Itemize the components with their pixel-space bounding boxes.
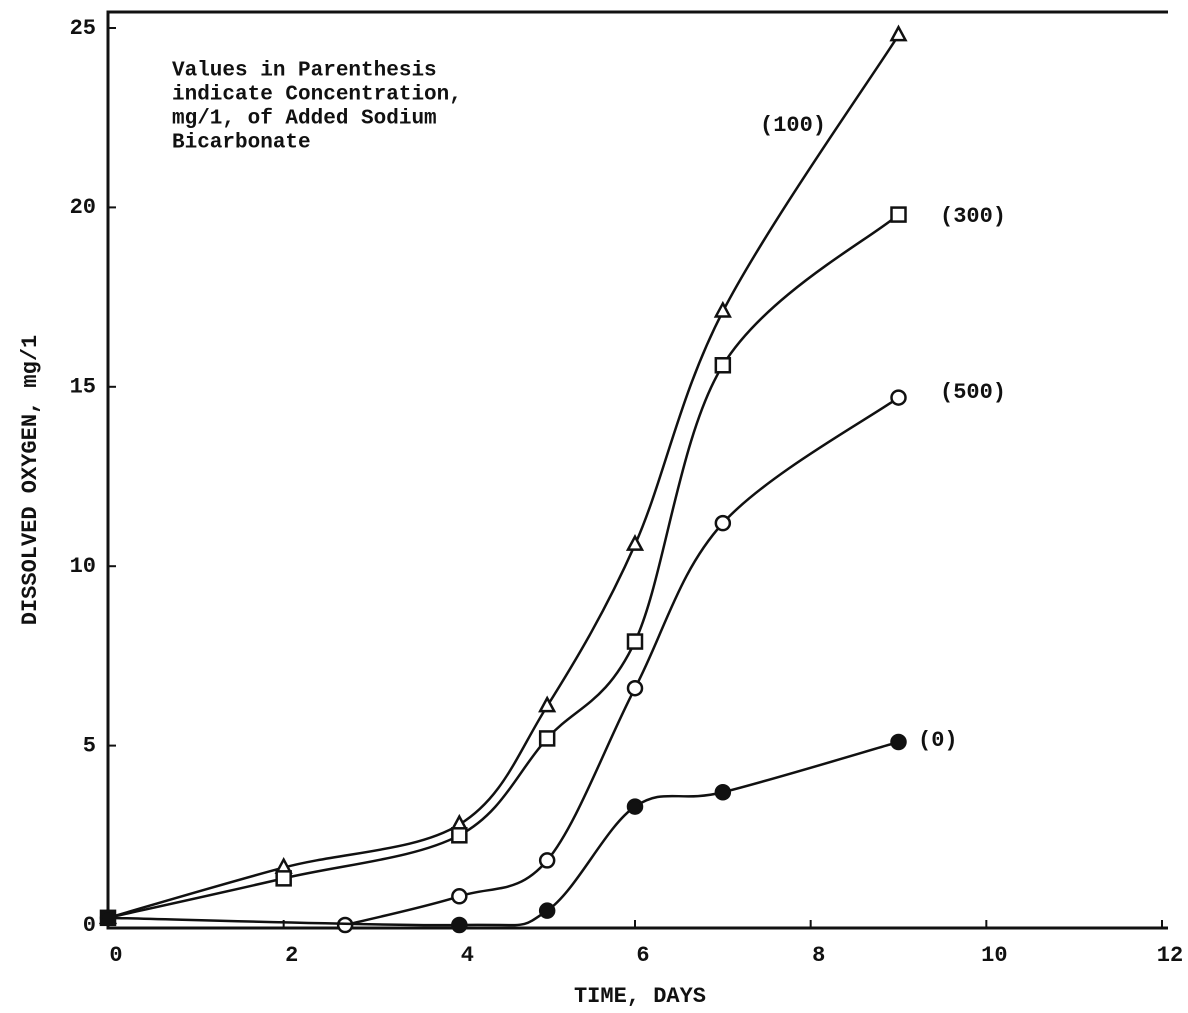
marker: [626, 633, 644, 650]
y-tick-label: 5: [83, 733, 96, 758]
plot-frame: [106, 10, 1168, 930]
x-tick-label: 6: [636, 943, 649, 968]
annotation: Values in Parenthesis: [172, 60, 437, 83]
marker: [890, 733, 907, 751]
marker: [538, 902, 556, 919]
marker: [275, 870, 292, 887]
series-label: (500): [940, 380, 1006, 405]
series-line: [107, 34, 900, 920]
x-tick-label: 0: [109, 943, 122, 968]
x-axis-label: TIME, DAYS: [574, 984, 706, 1009]
marker: [626, 798, 644, 815]
marker: [890, 389, 907, 406]
y-tick-label: 0: [83, 913, 96, 938]
marker: [714, 357, 732, 374]
series-line: [107, 213, 900, 920]
series-label: (300): [940, 204, 1006, 229]
series-label: (0): [918, 728, 958, 753]
y-tick-label: 20: [70, 195, 96, 220]
x-tick-label: 8: [812, 943, 825, 968]
marker: [451, 827, 468, 844]
y-tick-label: 25: [70, 16, 96, 41]
marker: [451, 916, 468, 934]
marker: [713, 300, 732, 318]
annotation: indicate Concentration,: [172, 84, 462, 107]
x-tick-label: 4: [461, 943, 474, 968]
marker: [890, 206, 907, 223]
annotation: mg/1, of Added Sodium: [172, 108, 437, 131]
y-tick-label: 10: [70, 554, 96, 579]
marker: [889, 24, 908, 42]
marker: [451, 888, 468, 905]
marker: [625, 534, 645, 551]
marker: [99, 909, 117, 927]
marker: [538, 730, 556, 747]
series-line: [344, 396, 900, 927]
series-label: (100): [760, 113, 826, 138]
y-axis-label: DISSOLVED OXYGEN, mg/1: [18, 335, 43, 625]
x-tick-label: 10: [981, 943, 1007, 968]
x-tick-label: 2: [285, 943, 298, 968]
x-tick-label: 12: [1157, 943, 1183, 968]
marker: [626, 679, 644, 697]
marker: [714, 783, 732, 801]
marker: [714, 514, 732, 532]
series-line: [107, 740, 899, 927]
annotation: Bicarbonate: [172, 132, 311, 155]
marker: [538, 852, 556, 869]
y-tick-label: 15: [70, 375, 96, 400]
marker: [538, 695, 557, 713]
